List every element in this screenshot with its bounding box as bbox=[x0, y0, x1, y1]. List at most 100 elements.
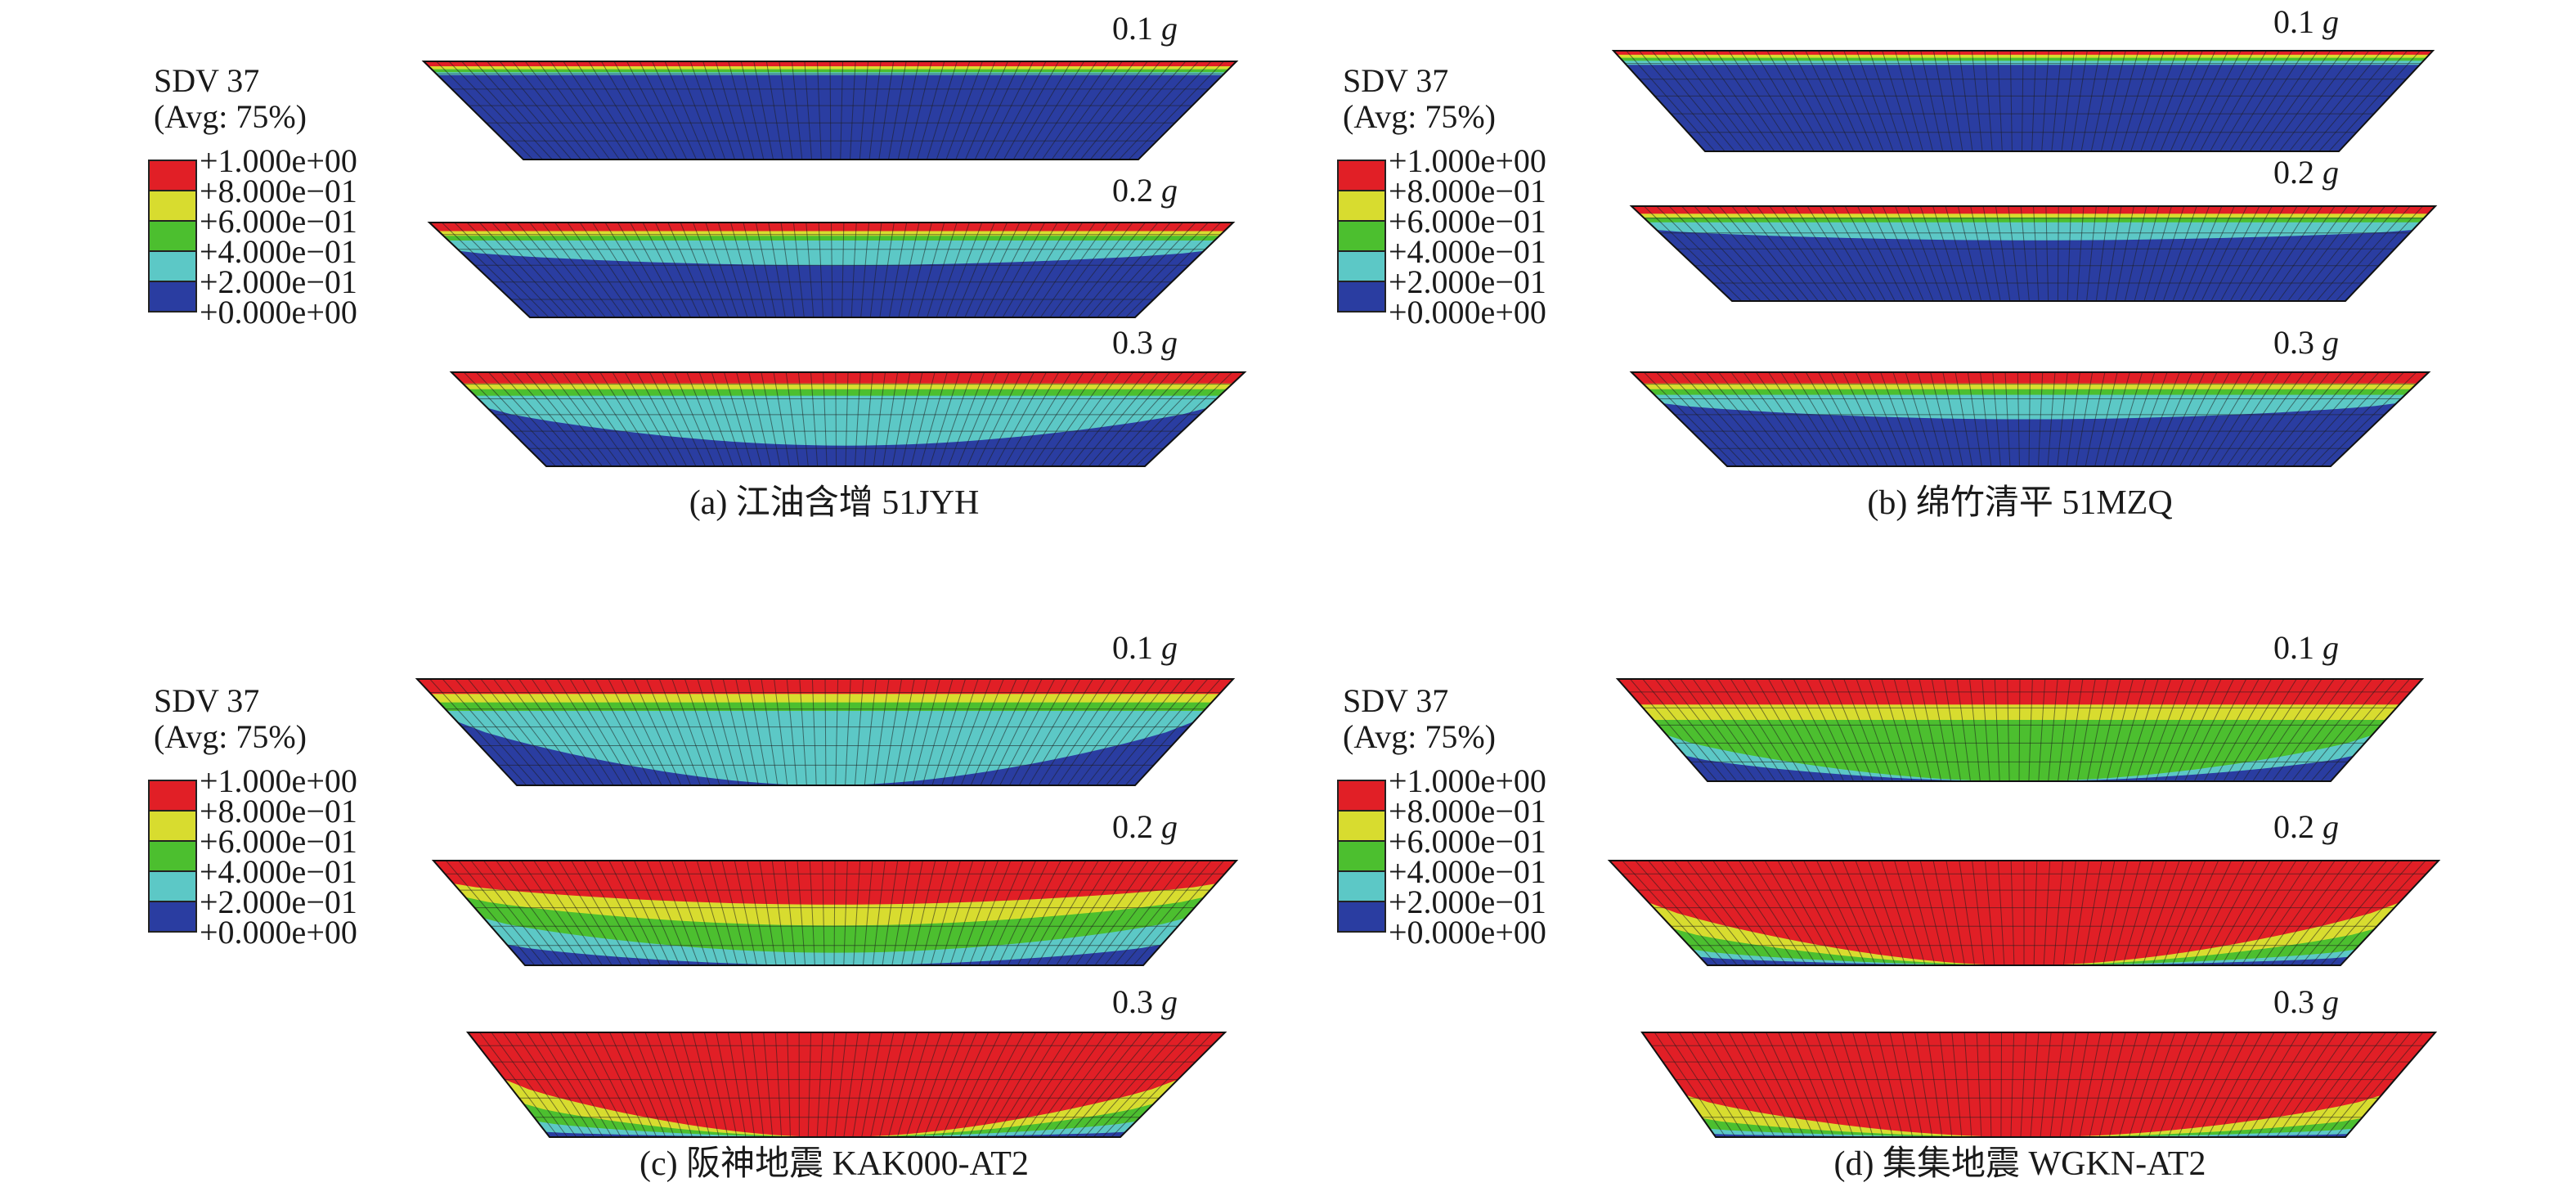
mesh-grid-line bbox=[502, 1032, 577, 1138]
mesh-grid-line bbox=[927, 222, 958, 318]
mesh-grid-line bbox=[1021, 222, 1084, 318]
mesh-grid-line bbox=[1743, 371, 1813, 467]
mesh-grid-line bbox=[917, 222, 945, 318]
mesh-grid-line bbox=[1766, 50, 1824, 152]
mesh-grid-line bbox=[1830, 678, 1874, 782]
mesh-grid-line bbox=[1116, 371, 1208, 467]
mesh-grid-line bbox=[1741, 50, 1805, 152]
mesh-grid-line bbox=[2328, 50, 2421, 152]
mesh-grid-line bbox=[597, 1032, 648, 1138]
mesh-grid-line bbox=[1643, 371, 1737, 467]
mesh-grid-line bbox=[891, 860, 911, 966]
mesh-grid-line bbox=[2125, 678, 2159, 782]
mesh-grid-line bbox=[579, 222, 644, 318]
mesh-grid-line bbox=[1114, 860, 1200, 966]
mesh-grid-line bbox=[684, 678, 720, 786]
mesh-grid-line bbox=[2321, 371, 2417, 467]
mesh-grid-line bbox=[1654, 678, 1738, 782]
mesh-grid-line bbox=[2256, 1032, 2325, 1138]
mesh-grid-line bbox=[1919, 205, 1954, 302]
mesh-grid-line bbox=[1780, 371, 1841, 467]
legend-level-2: +8.000e−01 bbox=[200, 793, 357, 830]
mesh-grid-line bbox=[2239, 205, 2298, 302]
legend-level-4: +4.000e−01 bbox=[1389, 853, 1546, 890]
mesh-grid-line bbox=[818, 222, 824, 318]
mesh-grid-line bbox=[1003, 1032, 1072, 1138]
mesh-grid-line bbox=[2259, 50, 2331, 152]
mesh-grid-line bbox=[517, 222, 597, 318]
legend-swatch-2 bbox=[1337, 190, 1386, 222]
mesh-grid-line bbox=[1679, 1032, 1746, 1138]
mesh-grid-line bbox=[1945, 50, 1963, 152]
mesh-grid-line bbox=[573, 1032, 631, 1138]
mesh-grid-line bbox=[2143, 205, 2172, 302]
mesh-grid-line bbox=[727, 1032, 747, 1138]
mesh-grid-line bbox=[479, 1032, 559, 1138]
mesh-grid-line bbox=[1889, 1032, 1914, 1138]
mesh-grid-line bbox=[493, 678, 576, 786]
mesh-grid-line bbox=[994, 1032, 1060, 1138]
mesh-grid-line bbox=[1036, 860, 1099, 966]
mesh-grid-line bbox=[2048, 678, 2058, 782]
mesh-grid-line bbox=[797, 371, 809, 467]
mesh-grid-line bbox=[1008, 678, 1068, 786]
mesh-grid-line bbox=[2210, 205, 2260, 302]
mesh-grid-line bbox=[1680, 678, 1757, 782]
mesh-grid-line bbox=[1852, 1032, 1884, 1138]
mesh-grid-line bbox=[2245, 371, 2318, 467]
mesh-grid-line bbox=[1764, 860, 1827, 966]
mesh-grid-line bbox=[845, 371, 849, 467]
mesh-grid-line bbox=[657, 1032, 693, 1138]
mesh-grid-line bbox=[2318, 50, 2408, 152]
mesh-grid-line bbox=[872, 860, 886, 966]
mesh-grid-line bbox=[799, 678, 807, 786]
mesh-grid-line bbox=[2316, 205, 2399, 302]
mesh-grid-line bbox=[2183, 678, 2234, 782]
mesh-grid-line bbox=[2098, 1032, 2126, 1138]
mesh-grid-line bbox=[1768, 371, 1832, 467]
mesh-grid-line bbox=[508, 860, 584, 966]
legend-b: SDV 37 (Avg: 75%) +1.000e+00 +8.000e−01 … bbox=[1337, 62, 1546, 330]
mesh-grid-line bbox=[1133, 860, 1225, 966]
mesh-grid-line bbox=[945, 61, 983, 160]
mesh-grid-line bbox=[1066, 1032, 1155, 1138]
legend-level-3: +6.000e−01 bbox=[200, 823, 357, 860]
mesh-outline bbox=[1611, 50, 2435, 152]
legend-level-2: +8.000e−01 bbox=[200, 173, 357, 209]
mesh-grid-line bbox=[2033, 205, 2040, 302]
legend-swatch-2 bbox=[1337, 810, 1386, 842]
mesh-grid-line bbox=[2252, 678, 2322, 782]
mesh-grid-line bbox=[761, 678, 779, 786]
mesh-grid-line bbox=[1840, 1032, 1874, 1138]
mesh-grid-line bbox=[747, 860, 767, 966]
legend-level-4: +4.000e−01 bbox=[1389, 233, 1546, 270]
mesh-grid-line bbox=[1012, 1032, 1084, 1138]
mesh-grid-line bbox=[1743, 678, 1806, 782]
mesh-grid-line bbox=[1945, 860, 1965, 966]
mesh-grid-line bbox=[1959, 50, 1973, 152]
legend-d: SDV 37 (Avg: 75%) +1.000e+00 +8.000e−01 … bbox=[1337, 682, 1546, 951]
mesh-grid-line bbox=[823, 371, 828, 467]
mesh-grid-line bbox=[985, 1032, 1048, 1138]
mesh-grid-line bbox=[1994, 678, 2000, 782]
mesh-grid-line bbox=[2040, 1032, 2052, 1138]
mesh-grid-line bbox=[1843, 50, 1884, 152]
mesh-grid-line bbox=[988, 860, 1036, 966]
mesh-grid-line bbox=[1907, 205, 1944, 302]
pga-label-b-1: 0.1 g bbox=[2273, 3, 2339, 40]
mesh-grid-line bbox=[1906, 860, 1936, 966]
legend-swatch-5 bbox=[148, 901, 197, 933]
mesh-grid-line bbox=[518, 678, 595, 786]
mesh-grid-line bbox=[1843, 678, 1883, 782]
mesh-grid-line bbox=[467, 678, 556, 786]
mesh-grid-line bbox=[1135, 371, 1233, 467]
mesh-grid-line bbox=[2179, 371, 2230, 467]
mesh-grid-line bbox=[1980, 371, 1992, 467]
mesh-grid-line bbox=[806, 222, 815, 318]
mesh-grid-line bbox=[965, 61, 1008, 160]
mesh-grid-line bbox=[2174, 678, 2222, 782]
mesh-outline bbox=[1629, 371, 2431, 467]
panel-c: SDV 37 (Avg: 75%) +1.000e+00 +8.000e−01 … bbox=[148, 629, 1239, 1183]
mesh-grid-line bbox=[559, 860, 622, 966]
mesh-grid-line bbox=[999, 678, 1056, 786]
